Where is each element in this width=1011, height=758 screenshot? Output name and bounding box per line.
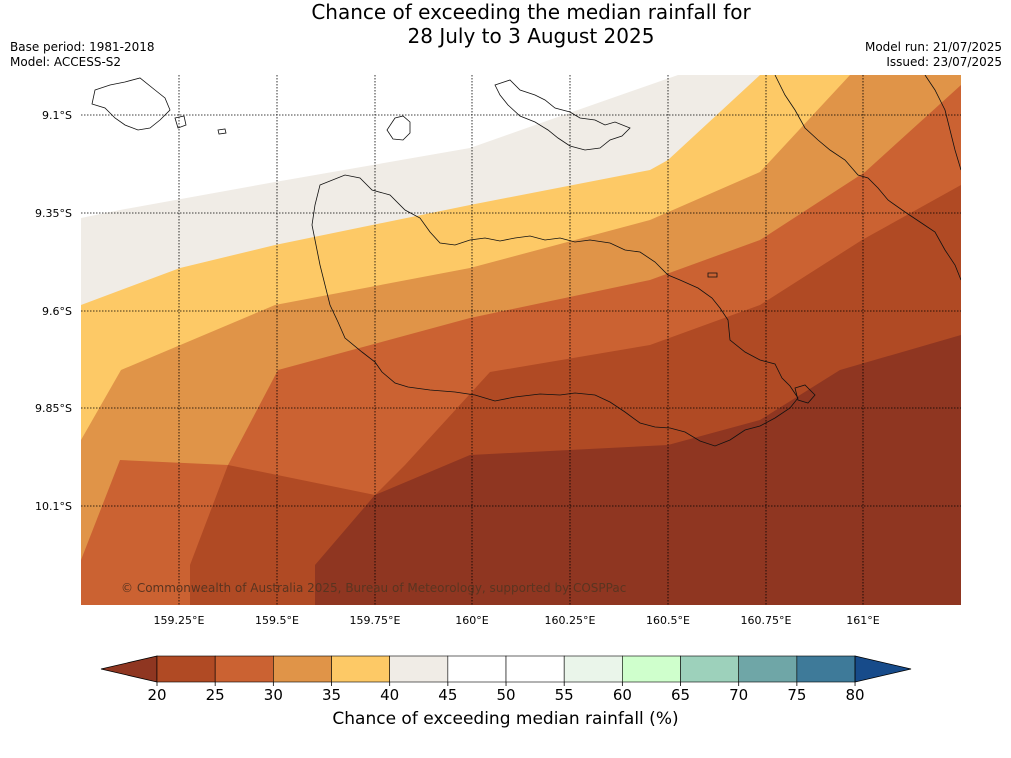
meta-right: Model run: 21/07/2025 Issued: 23/07/2025 — [865, 40, 1002, 70]
colorbar-tick-label: 35 — [322, 686, 341, 704]
colorbar-tick-label: 20 — [147, 686, 166, 704]
coastline-savo-island — [386, 115, 411, 141]
coastlines — [91, 75, 961, 447]
coastline-guadalcanal — [311, 174, 799, 447]
copyright-text: © Commonwealth of Australia 2025, Bureau… — [121, 581, 626, 595]
colorbar-swatch — [156, 655, 216, 683]
lon-tick-label: 160.5°E — [646, 614, 690, 627]
colorbar-swatch — [447, 655, 507, 683]
colorbar-swatch — [796, 655, 856, 683]
colorbar-tick-label: 80 — [845, 686, 864, 704]
colorbar-under-arrow — [100, 655, 158, 683]
model-run-text: Model run: 21/07/2025 — [864, 40, 1002, 54]
colorbar-swatch — [622, 655, 681, 683]
coastline-florida-islands — [494, 79, 631, 151]
coastline-small-island-3 — [707, 272, 718, 278]
colorbar-tick-label: 75 — [787, 686, 806, 704]
colorbar-label: Chance of exceeding median rainfall (%) — [332, 709, 679, 729]
colorbar-swatch — [389, 655, 449, 683]
coastline-malaita-north — [924, 75, 961, 171]
meta-left: Base period: 1981-2018 Model: ACCESS-S2 — [10, 40, 155, 70]
base-period-text: Base period: 1981-2018 — [10, 40, 155, 54]
coastline-small-island-2 — [217, 128, 227, 135]
lon-tick-label: 159.75°E — [350, 614, 401, 627]
map-area: © Commonwealth of Australia 2025, Bureau… — [81, 75, 961, 605]
colorbar-swatch — [331, 655, 390, 683]
colorbar-swatch — [680, 655, 740, 683]
colorbar-tick-label: 65 — [671, 686, 690, 704]
model-text: Model: ACCESS-S2 — [10, 55, 122, 69]
coastline-malaita — [774, 75, 961, 281]
issued-text: Issued: 23/07/2025 — [886, 55, 1002, 69]
lon-tick-label: 160°E — [455, 614, 488, 627]
lat-tick-label: 10.1°S — [35, 500, 72, 513]
map-title: Chance of exceeding the median rainfall … — [0, 0, 1011, 48]
coastline-small-island-4 — [794, 384, 816, 404]
graticule — [81, 75, 961, 605]
lat-tick-label: 9.85°S — [35, 402, 72, 415]
colorbar-tick-label: 70 — [729, 686, 748, 704]
colorbar-swatch — [563, 655, 623, 683]
map-title-line1: Chance of exceeding the median rainfall … — [311, 0, 751, 24]
colorbar-tick-label: 55 — [555, 686, 574, 704]
colorbar-swatch — [738, 655, 798, 683]
lon-tick-labels: 159.25°E 159.5°E 159.75°E 160°E 160.25°E… — [154, 614, 880, 627]
lat-tick-label: 9.35°S — [35, 207, 72, 220]
lon-tick-label: 160.75°E — [741, 614, 792, 627]
lat-tick-label: 9.1°S — [42, 109, 72, 122]
colorbar-tick-label: 50 — [496, 686, 515, 704]
lat-tick-label: 9.6°S — [42, 305, 72, 318]
colorbar-tick-label: 60 — [613, 686, 632, 704]
colorbar-tick-label: 30 — [264, 686, 283, 704]
lon-tick-label: 159.5°E — [255, 614, 299, 627]
colorbar-over-arrow — [854, 655, 912, 683]
lon-tick-label: 160.25°E — [545, 614, 596, 627]
colorbar-swatch — [505, 655, 565, 683]
colorbar-swatch — [273, 655, 332, 683]
colorbar-swatch — [214, 655, 274, 683]
coastline-small-island-1 — [174, 115, 187, 129]
colorbar: 20 25 30 35 40 45 50 55 60 65 70 75 80 — [100, 655, 912, 704]
lon-tick-label: 161°E — [846, 614, 879, 627]
colorbar-tick-label: 25 — [206, 686, 225, 704]
lat-tick-labels: 9.1°S 9.35°S 9.6°S 9.85°S 10.1°S — [35, 109, 72, 513]
lon-tick-label: 159.25°E — [154, 614, 205, 627]
colorbar-tick-label: 40 — [380, 686, 399, 704]
colorbar-tick-label: 45 — [438, 686, 457, 704]
coastline-russell-islands — [91, 77, 171, 131]
contour-band-below-20 — [315, 335, 961, 605]
map-title-line2: 28 July to 3 August 2025 — [407, 24, 655, 48]
